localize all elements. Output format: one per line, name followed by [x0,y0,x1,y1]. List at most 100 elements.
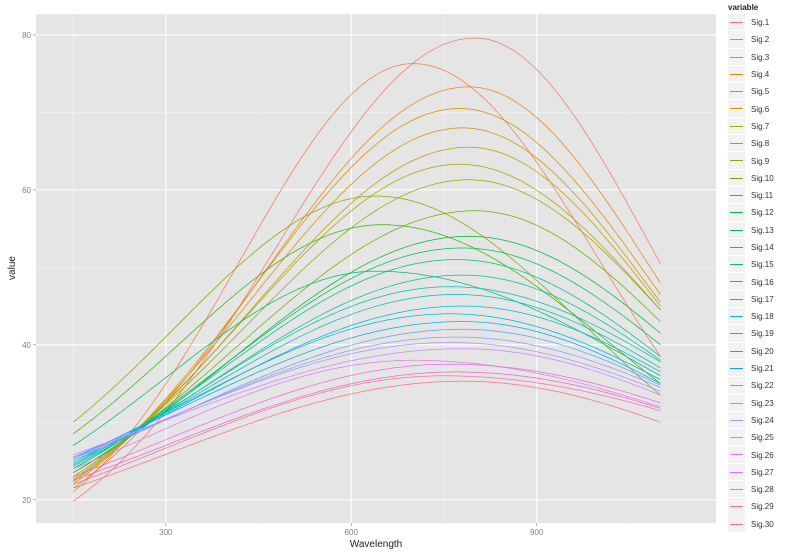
x-tick-label: 300 [159,528,173,537]
legend-label: Sig.29 [751,502,774,512]
series-line-sig-7 [72,163,661,480]
legend-key-swatch [728,204,745,222]
legend-label: Sig.14 [751,243,774,252]
legend-label: Sig.28 [751,485,774,495]
legend-line-icon [730,350,743,352]
legend-key-swatch [728,463,745,482]
legend-item: Sig.17 [728,290,800,309]
legend-line-icon [730,298,743,300]
legend-line-icon [730,316,743,318]
series-line-sig-15 [72,259,661,470]
legend-items: Sig.1 Sig.2 Sig.3 Sig.4 Sig.5 Sig.6 Sig.7 Sig.8… [728,14,800,533]
series-line-sig-13 [72,247,661,470]
legend-line-icon [730,385,743,387]
legend-line-icon [730,91,743,93]
legend-line-icon [730,333,743,335]
x-tick-label: 900 [530,528,544,537]
legend-label: Sig.2 [751,35,770,45]
legend-item: Sig.1 [728,14,800,32]
series-line-sig-6 [72,146,661,481]
legend-line-icon [730,454,743,456]
legend-label: Sig.18 [751,312,774,322]
legend-label: Sig.26 [751,450,774,460]
series-line-sig-2 [72,63,661,493]
series-line-sig-11 [72,224,661,435]
legend-key-swatch [728,515,745,533]
series-line-sig-12 [72,235,661,473]
legend-line-icon [730,437,743,439]
legend-key-swatch [728,186,745,205]
legend-item: Sig.24 [728,411,800,430]
legend-item: Sig.19 [728,325,800,343]
legend-key-swatch [728,65,745,84]
legend-line-icon [730,367,743,369]
legend-line-icon [730,523,743,525]
series-line-sig-28 [72,371,661,481]
legend-item: Sig.25 [728,429,800,447]
legend-key-swatch [728,31,745,49]
legend-key-swatch [728,83,745,101]
legend-label: Sig.27 [751,467,774,477]
legend-label: Sig.3 [751,52,770,62]
legend-item: Sig.7 [728,117,800,136]
legend-line-icon [730,281,743,283]
series-line-sig-24 [72,342,661,458]
legend-item: Sig.21 [728,359,800,378]
legend-line-icon [730,194,743,196]
x-axis-title: Wavelength [350,539,402,550]
legend-item: Sig.15 [728,256,800,274]
legend-key-swatch [728,238,745,257]
legend-line-icon [730,143,743,145]
legend-key-swatch [728,377,745,395]
legend-label: Sig.25 [751,433,774,443]
series-line-sig-26 [72,359,661,470]
legend-label: Sig.16 [751,277,774,287]
legend-item: Sig.18 [728,308,800,326]
legend-label: Sig.23 [751,398,774,408]
legend-label: Sig.30 [751,519,774,529]
legend-item: Sig.23 [728,394,800,412]
legend-key-swatch [728,273,745,291]
series-line-sig-22 [72,328,661,462]
legend-item: Sig.27 [728,463,800,482]
legend-label: Sig.11 [751,191,774,201]
series-line-sig-5 [72,127,661,483]
data-lines [72,37,661,502]
x-tick-label: 600 [345,528,359,537]
series-line-sig-16 [72,274,661,467]
legend-key-swatch [728,481,745,499]
legend-label: Sig.6 [751,104,770,114]
legend-line-icon [730,108,743,110]
legend-line-icon [730,160,743,162]
legend-line-icon [730,39,743,41]
y-tick-label: 60 [22,186,31,195]
legend-line-icon [730,212,743,214]
legend-item: Sig.9 [728,152,800,170]
legend-key-swatch [728,14,745,32]
legend-label: Sig.4 [751,70,770,80]
legend-label: Sig.8 [751,139,770,149]
grid-lines [36,14,716,523]
legend-line-icon [730,471,743,473]
legend-line-icon [730,402,743,404]
series-line-sig-19 [72,305,661,462]
legend-key-swatch [728,498,745,516]
legend-item: Sig.28 [728,481,800,499]
legend-line-icon [730,73,743,75]
y-tick-label: 80 [22,31,31,40]
legend-key-swatch [728,117,745,136]
legend-key-swatch [728,394,745,412]
legend-item: Sig.20 [728,342,800,360]
series-line-sig-29 [72,375,661,485]
legend-item: Sig.30 [728,515,800,533]
y-tick-label: 20 [22,496,31,505]
series-line-sig-9 [72,195,661,423]
legend-label: Sig.13 [751,225,774,235]
legend-item: Sig.22 [728,377,800,395]
series-line-sig-20 [72,313,661,460]
legend-key-swatch [728,359,745,378]
series-line-sig-3 [72,86,661,489]
legend-line-icon [730,177,743,179]
legend-item: Sig.4 [728,65,800,84]
